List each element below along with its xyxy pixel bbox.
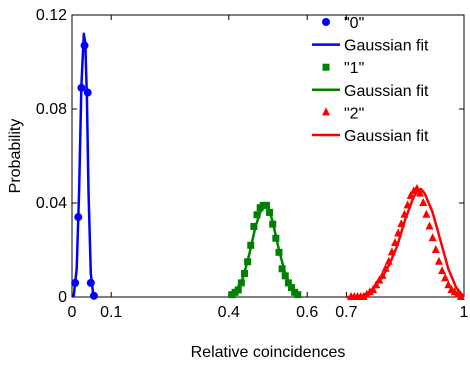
series-4-point-28	[434, 256, 443, 265]
y-tick-label-1: 0.04	[36, 195, 67, 212]
series-4-point-31	[444, 280, 453, 289]
x-tick-label-2: 0.4	[218, 304, 240, 321]
y-axis-title: Probability	[7, 119, 24, 194]
legend-label-0: "0"	[344, 15, 364, 32]
series-5-line	[346, 187, 465, 299]
series-4-point-23	[419, 198, 428, 206]
series-4-point-35	[456, 292, 465, 300]
y-tick-label-0: 0	[58, 289, 67, 306]
legend-label-5: Gaussian fit	[344, 128, 429, 145]
series-2-point-2	[234, 286, 242, 294]
series-2-point-7	[250, 223, 258, 230]
axis-ticks: 0 0.1 0.4 0.6 0.7 1 0 0.04 0.08 0.12	[36, 7, 469, 321]
legend-label-2: "1"	[344, 60, 364, 77]
series-layer	[71, 32, 465, 300]
x-tick-label-5: 1	[460, 304, 469, 321]
series-2-point-21	[294, 291, 302, 299]
series-4-point-30	[441, 273, 450, 282]
legend-label-1: Gaussian fit	[344, 38, 429, 55]
series-4-point-27	[431, 245, 440, 253]
legend-swatch-0	[322, 18, 330, 26]
series-4-point-26	[428, 233, 437, 242]
x-tick-label-1: 0.1	[100, 304, 122, 321]
legend-label-3: Gaussian fit	[344, 83, 429, 100]
x-tick-label-3: 0.6	[296, 304, 318, 321]
legend: "0" Gaussian fit "1" Gaussian fit "2" Gaussia…	[312, 15, 429, 145]
legend-swatch-2	[322, 63, 330, 71]
x-axis-title: Relative coincidences	[191, 344, 346, 361]
series-4-point-25	[425, 221, 434, 230]
series-4-point-22	[416, 188, 425, 197]
plot-area	[71, 14, 465, 298]
series-3-line	[229, 202, 299, 297]
x-tick-label-4: 0.7	[335, 304, 357, 321]
series-2-point-8	[253, 211, 261, 219]
series-4-point-29	[438, 266, 447, 275]
series-4-point-24	[422, 209, 431, 218]
legend-swatch-4	[322, 107, 330, 116]
y-tick-label-2: 0.08	[36, 101, 67, 118]
x-tick-label-0: 0	[68, 304, 77, 321]
y-tick-label-3: 0.12	[36, 7, 67, 24]
series-2-point-16	[278, 265, 286, 273]
series-1-line	[72, 32, 97, 298]
legend-label-4: "2"	[344, 105, 364, 122]
